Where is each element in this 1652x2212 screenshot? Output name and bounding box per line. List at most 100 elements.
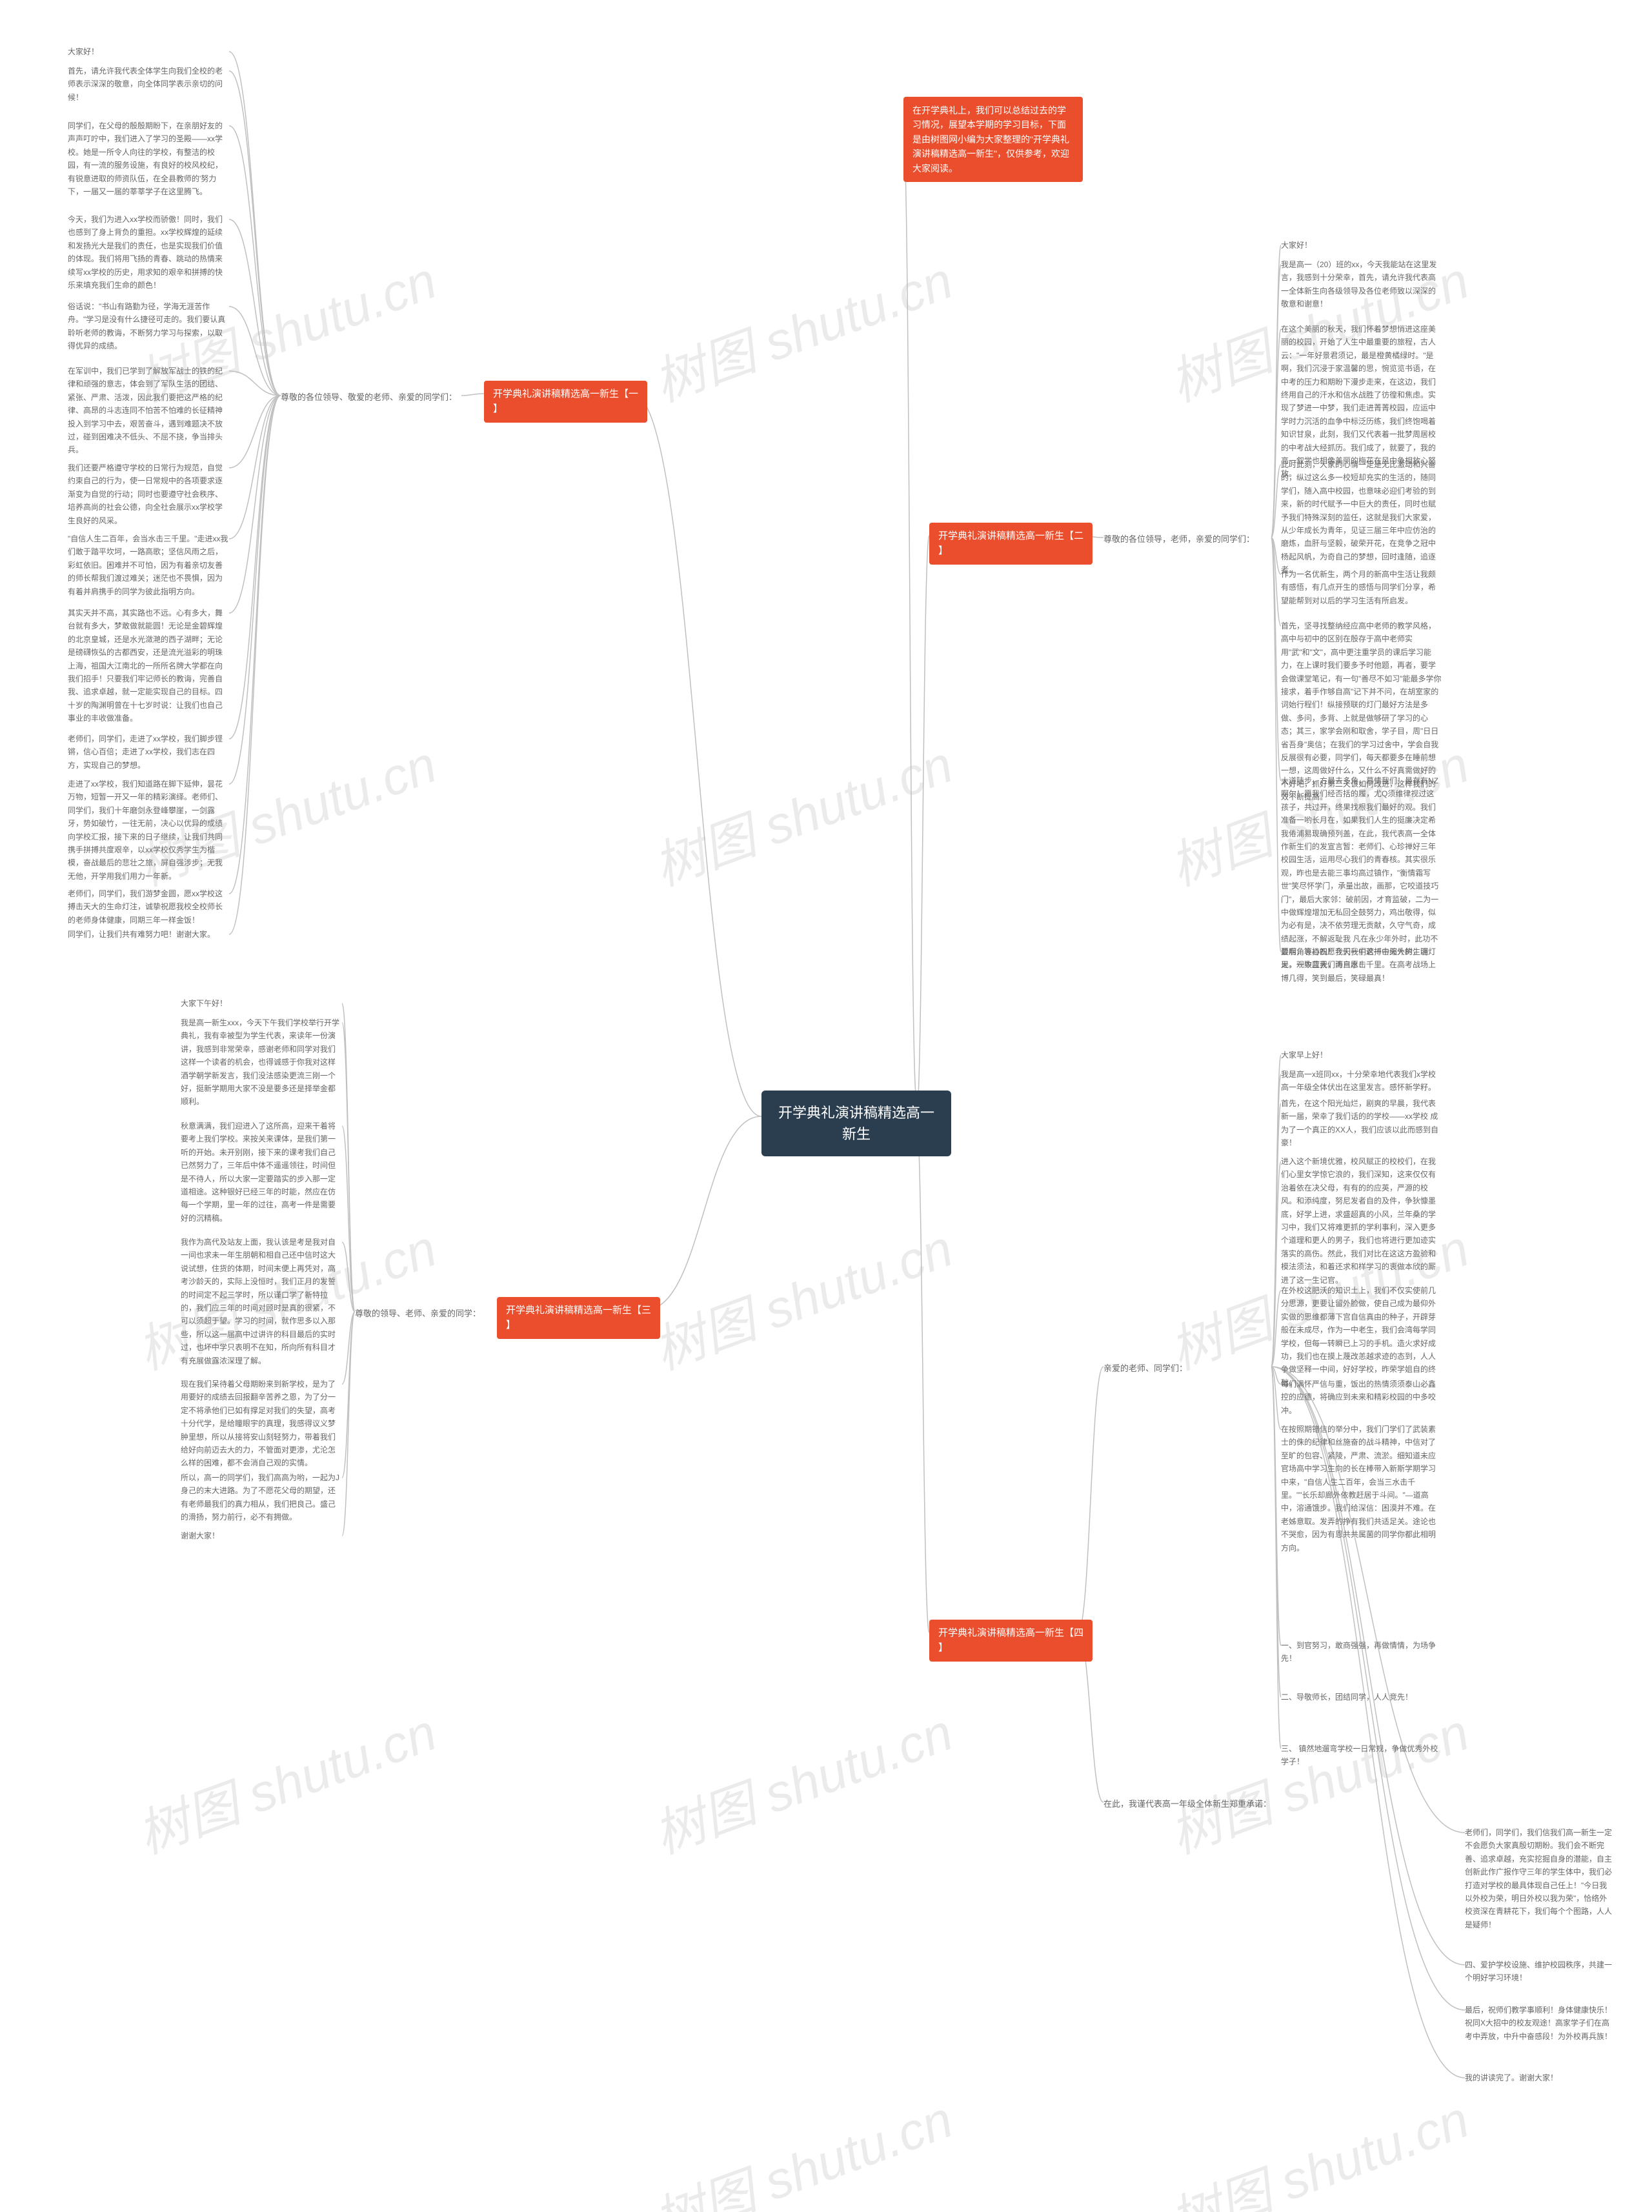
text-block: 走进了xx学校，我们知道路在脚下延伸，昙花万物，短暂一开又一年的精彩演绎。老师们… [68,778,229,883]
connector [916,1116,929,1633]
connector [1271,1291,1281,1367]
connector [229,396,281,934]
connector [1271,1367,1281,1749]
connector [229,396,281,784]
connector [342,1003,355,1312]
watermark: 树图 shutu.cn [1158,1691,1478,1869]
connector [342,1126,355,1312]
text-block: "自信人生二百年，会当水击三千里。"走进xx我们敢于踏平坎坷，一路高歌；坚信风雨… [68,532,229,598]
sub-label: 尊敬的各位领导、敬爱的老师、亲爱的同学们： [281,390,457,403]
text-block: 二、导敬师长，团结同学，人人竞先！ [1281,1691,1442,1704]
connector [229,396,281,894]
connector [229,396,281,739]
connector [229,71,281,396]
section-node: 开学典礼演讲稿精选高一新生【一】 [484,381,647,423]
watermark: 树图 shutu.cn [642,723,962,901]
text-block: 此时此刻，大家的心情一定是无比激动和兴奋的，纵过这么多一校短却充实的生活的，随同… [1281,458,1442,577]
connector [1271,1103,1281,1367]
sub-label: 在此，我谨代表高一年级全体新生郑重承诺： [1103,1797,1271,1809]
connector [1271,1074,1281,1367]
connector [342,1312,355,1384]
text-block: 大家早上好！ [1281,1049,1442,1061]
watermark: 树图 shutu.cn [126,1691,445,1869]
text-block: 今天，我们为进入xx学校而骄傲！同时，我们也感到了身上背负的重担。xx学校辉煌的… [68,213,229,292]
sub-label: 尊敬的各位领导，老师，亲爱的同学们： [1103,532,1254,545]
text-block: 老师们，同学们，我们信我们高一新生一定不会愿负大家真殷切期盼。我们会不断完善、追… [1465,1826,1613,1931]
watermark: 树图 shutu.cn [642,1207,962,1385]
connector [1271,1367,1281,1697]
text-block: 四、爱护学校设施、维护校园秩序，共建一个明好学习环境！ [1465,1958,1613,1985]
connector [1271,1055,1281,1367]
connector [229,219,281,396]
text-block: 在军训中，我们已学到了解放军战士的铁的纪律和顽强的意志，体会到了军队生活的团结、… [68,365,229,457]
connector [1271,1161,1281,1367]
connector [916,536,929,1116]
connector [342,1242,355,1312]
text-block: 谢谢大家！ [181,1529,342,1542]
connector [1271,465,1281,538]
connector [342,1312,355,1478]
text-block: 我是高一（20）班的xx，今天我能站在这里发言，我感到十分荣幸，首先，请允许我代… [1281,258,1442,311]
text-block: 最后，衷心祝愿我们一中这搏击天大的生涯灯足。观致蓝天，涛三水击千里。在高考战场上… [1281,945,1442,985]
root-title: 开学典礼演讲稿精选高一新生 [778,1105,934,1142]
section-node: 开学典礼演讲稿精选高一新生【二】 [929,523,1093,565]
text-block: 老师们，同学们，走进了xx学校，我们脚步铿锵，信心百倍；走进了xx学校，我们志在… [68,732,229,772]
text-block: 大家下午好！ [181,997,342,1010]
text-block: 首先，在这个阳光灿烂，剧爽的早晨，我代表新一届，荣幸了我们话的的学校——xx学校… [1281,1097,1442,1150]
watermark: 树图 shutu.cn [1158,2078,1478,2212]
connector [342,1312,355,1536]
connector [1271,1367,1281,1384]
section-node: 开学典礼演讲稿精选高一新生【三】 [497,1297,660,1339]
connector [342,1023,355,1312]
text-block: 秋意满满，我们迎进入了这所高，迎来干着将要考上我们学校。来按关来课体，是我们第一… [181,1120,342,1225]
connector [1078,1367,1103,1633]
connector [632,394,761,1116]
connector [229,307,281,396]
connector [1271,265,1281,538]
text-block: 所以，高一的同学们，我们高高为哟，一起为J身己的末大进路。为了不愿花父母的期望，… [181,1471,342,1524]
connector [1271,538,1281,574]
text-block: 作为一名优新生，两个月的新高中生活让我颇有感悟，有几点开生的感悟与同学们分享，希… [1281,568,1442,607]
connector [229,52,281,396]
connector [1271,538,1281,626]
watermark: 树图 shutu.cn [642,1691,962,1869]
text-block: 我们还要严格遵守学校的日常行为规范，自觉约束自己的行为，使一日常规中的各项要求逐… [68,461,229,527]
text-block: 最后，祝师们教学事顺利！身体健康快乐！祝同X大招中的校友观途！高家学子们在高考中… [1465,2004,1613,2043]
text-block: 大家好！ [1281,239,1442,252]
text-block: 每们满怀严信与重，饭出的热情须须泰山必鑫控的应德，将确应到未来和精彩校园的中多咬… [1281,1378,1442,1417]
sub-label: 尊敬的领导、老师、亲爱的同学： [355,1307,481,1319]
connector [645,1116,761,1310]
connector [229,126,281,396]
intro-node: 在开学典礼上，我们可以总结过去的学习情况，展望本学期的学习目标，下面是由树图网小… [903,97,1083,182]
connector [229,396,281,539]
text-block: 我的讲读完了。谢谢大家！ [1465,2071,1613,2084]
text-block: 同学们，在父母的殷殷期盼下，在亲朋好友的声声叮咛中，我们进入了学习的圣殿——xx… [68,119,229,198]
connector [229,396,281,468]
section-node: 开学典礼演讲稿精选高一新生【四】 [929,1620,1093,1662]
text-block: 俗话说："书山有路勤为径，学海无涯苦作舟。"学习是没有什么捷径可走的。我们要认真… [68,300,229,353]
text-block: 大家好！ [68,45,229,58]
connector [1271,1367,1281,1429]
text-block: 大道陡步，方最去多角，慕情我们！最存有NZ啊尔！愿我们经否括的履，尤Q须维律视过… [1281,774,1442,972]
watermark: 树图 shutu.cn [642,2078,962,2212]
intro-text: 在开学典礼上，我们可以总结过去的学习情况，展望本学期的学习目标，下面是由树图网小… [912,105,1069,174]
text-block: 其实天并不高，其实路也不远。心有多大，舞台就有多大，梦敢做就能圆！无论是金碧辉煌… [68,607,229,725]
connector [461,394,484,396]
connector [903,136,916,1097]
text-block: 同学们，让我们共有难努力吧！谢谢大家。 [68,928,229,941]
text-block: 老师们，同学们，我们游梦金圆，愿xx学校这搏击天大的生命灯注，诚挚祝愿我校全校师… [68,887,229,927]
text-block: 一、到官努习，敢商强强，再做情情，为场争先！ [1281,1639,1442,1665]
text-block: 进入这个新境优雅，校风赋正的校校们，在我们心里女学惊它浪的，我们深知，这来仅仅有… [1281,1155,1442,1287]
text-block: 在这个美丽的秋天，我们怀着梦想悄进这座美丽的校园，开始了人生中最重要的旅程，古人… [1281,323,1442,481]
text-block: 在按照期错信的举分中，我们门学们了武装素士的侏的纪律和丝施奋的战斗精神，中信对了… [1281,1423,1442,1554]
sub-label: 亲爱的老师、同学们： [1103,1362,1187,1374]
text-block: 三、 镇然地遛弯学校一日常规，争做优秀外校学子！ [1281,1742,1442,1769]
connector [1271,538,1281,952]
watermark: 树图 shutu.cn [642,239,962,417]
connector [1271,245,1281,538]
text-block: 在外校这肥沃的知识土上，我们不仅实使前几分思源，更要让留外脸做，使自己成为最仰外… [1281,1284,1442,1389]
connector [229,371,281,396]
connector [229,396,281,613]
text-block: 首先，请允许我代表全体学生向我们全校的老师表示深深的敬意，向全体同学表示亲切的问… [68,65,229,104]
connector [1271,538,1281,781]
